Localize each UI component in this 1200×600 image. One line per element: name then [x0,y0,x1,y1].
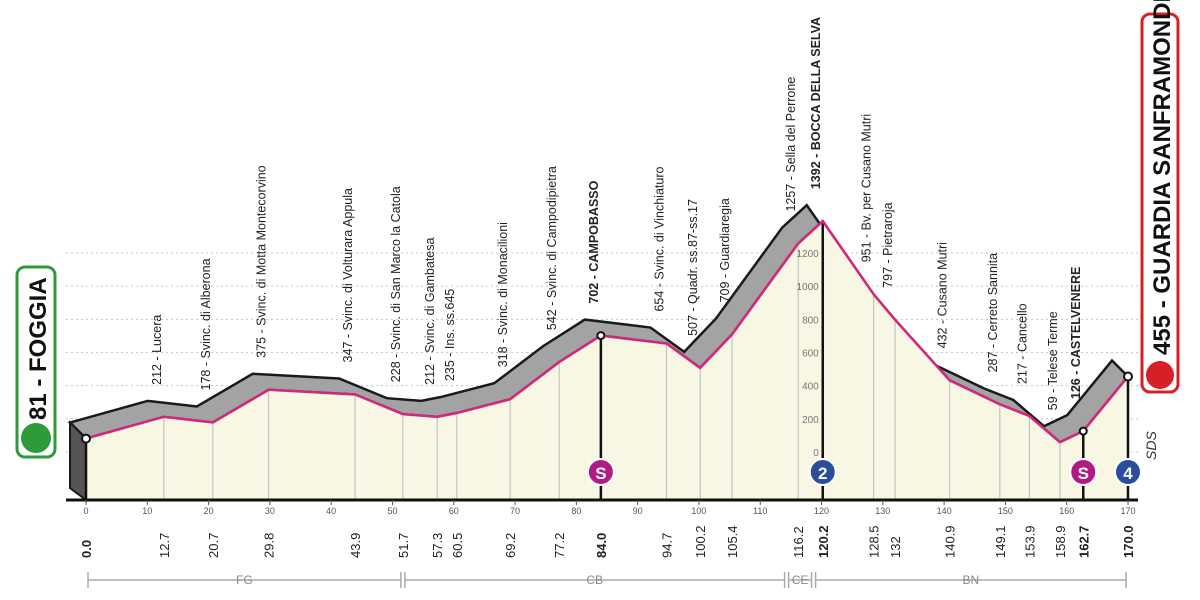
waypoint-label: 709 - Guardiaregia [718,198,732,302]
km-label: 105.4 [725,525,740,558]
endpoint-dot [1123,371,1133,382]
waypoint-label: 1392 - BOCCA DELLA SELVA [809,17,823,189]
marker [1114,458,1142,486]
km-label: 94.7 [659,533,674,558]
x-tick-label: 20 [204,506,214,516]
y-tick-label: 400 [802,382,819,393]
km-label: 29.8 [262,533,277,558]
waypoint-label: 797 - Pietraroja [881,202,895,288]
waypoint-label: 951 - Bv. per Cusano Mutri [860,114,874,262]
km-label: 132 [888,536,903,558]
waypoint-label: 212 - Svinc. di Gambatesa [423,237,437,384]
km-label: 100.2 [693,525,708,558]
y-tick-label: 200 [802,415,819,426]
km-label: 0.0 [79,540,94,558]
waypoint-label: 59 - Telese Terme [1046,311,1060,410]
marker [808,458,837,486]
km-label: 140.9 [943,525,958,558]
y-tick-label: 800 [802,315,819,326]
waypoint-label: 235 - Ins. ss.645 [443,289,457,381]
x-tick-label: 40 [326,506,336,516]
finish-box [1140,12,1180,394]
waypoint-label: 318 - Svinc. di Monacilioni [496,222,510,367]
waypoint-label: 1257 - Sella del Perrone [784,77,798,212]
km-label: 57.3 [430,533,445,558]
x-tick-label: 30 [265,506,275,516]
km-label: 69.2 [503,533,518,558]
waypoint-label: 432 - Cusano Mutri [936,242,950,348]
waypoint-label: 217 - Cancello [1015,303,1029,384]
x-tick-label: 70 [510,506,520,516]
x-tick-label: 150 [998,506,1013,516]
waypoint-label: 702 - CAMPOBASSO [587,180,601,303]
x-tick-label: 120 [814,506,829,516]
profile-line [85,219,1129,444]
marker-label: S [595,464,606,483]
km-label: 120.2 [816,525,831,558]
start-icon [21,423,51,453]
y-tick-label: 1000 [797,282,820,293]
x-tick-label: 130 [875,506,890,516]
x-tick-label: 90 [633,506,643,516]
region-label: CB [586,573,603,587]
x-tick-label: 60 [449,506,459,516]
x-tick-label: 50 [387,506,397,516]
waypoint-label: 287 - Cerreto Sannita [986,253,1000,373]
endpoint-dot [81,433,91,444]
km-label: 128.5 [867,525,882,558]
waypoint-label: 228 - Svinc. di San Marco la Catola [389,186,403,382]
region-label: FG [236,573,253,587]
waypoint-dot [596,331,606,341]
start-label: 81 - FOGGIA [25,277,52,420]
x-tick-label: 100 [691,506,706,516]
waypoint-label: 375 - Svinc. di Motta Montecorvino [255,165,269,357]
x-tick-label: 80 [571,506,581,516]
waypoint-label: 542 - Svinc. di Campodipietra [545,166,559,330]
start-box [15,265,57,459]
marker-label: S [1078,464,1089,483]
region-label: CE [792,573,809,587]
km-label: 60.5 [450,533,465,558]
waypoint-label: 178 - Svinc. di Alberona [199,258,213,390]
x-tick-label: 0 [83,506,88,516]
finish-icon [1146,361,1174,389]
x-tick-label: 160 [1059,506,1074,516]
km-label: 20.7 [206,533,221,558]
km-label: 162.7 [1076,525,1091,558]
waypoint-dot [1078,426,1088,436]
km-label: 116.2 [791,526,806,558]
km-label: 158.9 [1053,525,1068,558]
x-tick-label: 140 [937,506,952,516]
waypoint-label: 347 - Svinc. di Volturara Appula [341,188,355,362]
km-label: 43.9 [348,533,363,558]
y-tick-label: 1200 [797,249,820,260]
km-label: 149.1 [993,525,1008,558]
x-tick-label: 170 [1120,506,1135,516]
waypoint-label: 126 - CASTELVENERE [1069,267,1083,399]
km-label: 84.0 [594,533,609,558]
finish-label: 455 - GUARDIA SANFRAMONDI [1149,0,1176,355]
km-label: 170.0 [1121,525,1136,558]
marker-label: 4 [1123,464,1133,483]
profile-area [86,221,1128,500]
y-tick-label: 0 [813,448,819,459]
km-label: 51.7 [396,533,411,558]
marker-label: 2 [818,464,827,483]
marker [1069,458,1098,486]
marker [586,458,615,486]
x-tick-label: 10 [142,506,152,516]
region-label: BN [962,573,979,587]
km-label: 153.9 [1022,525,1037,558]
waypoint-label: 654 - Svinc. di Vinchiaturo [652,167,666,312]
sponsor: SDS [1143,431,1159,460]
y-tick-label: 600 [802,349,819,360]
km-label: 77.2 [552,533,567,558]
waypoint-label: 507 - Quadr. ss.87-ss.17 [686,199,700,336]
waypoint-label: 212 - Lucera [150,315,164,385]
km-label: 12.7 [157,533,172,558]
x-tick-label: 110 [753,506,767,516]
